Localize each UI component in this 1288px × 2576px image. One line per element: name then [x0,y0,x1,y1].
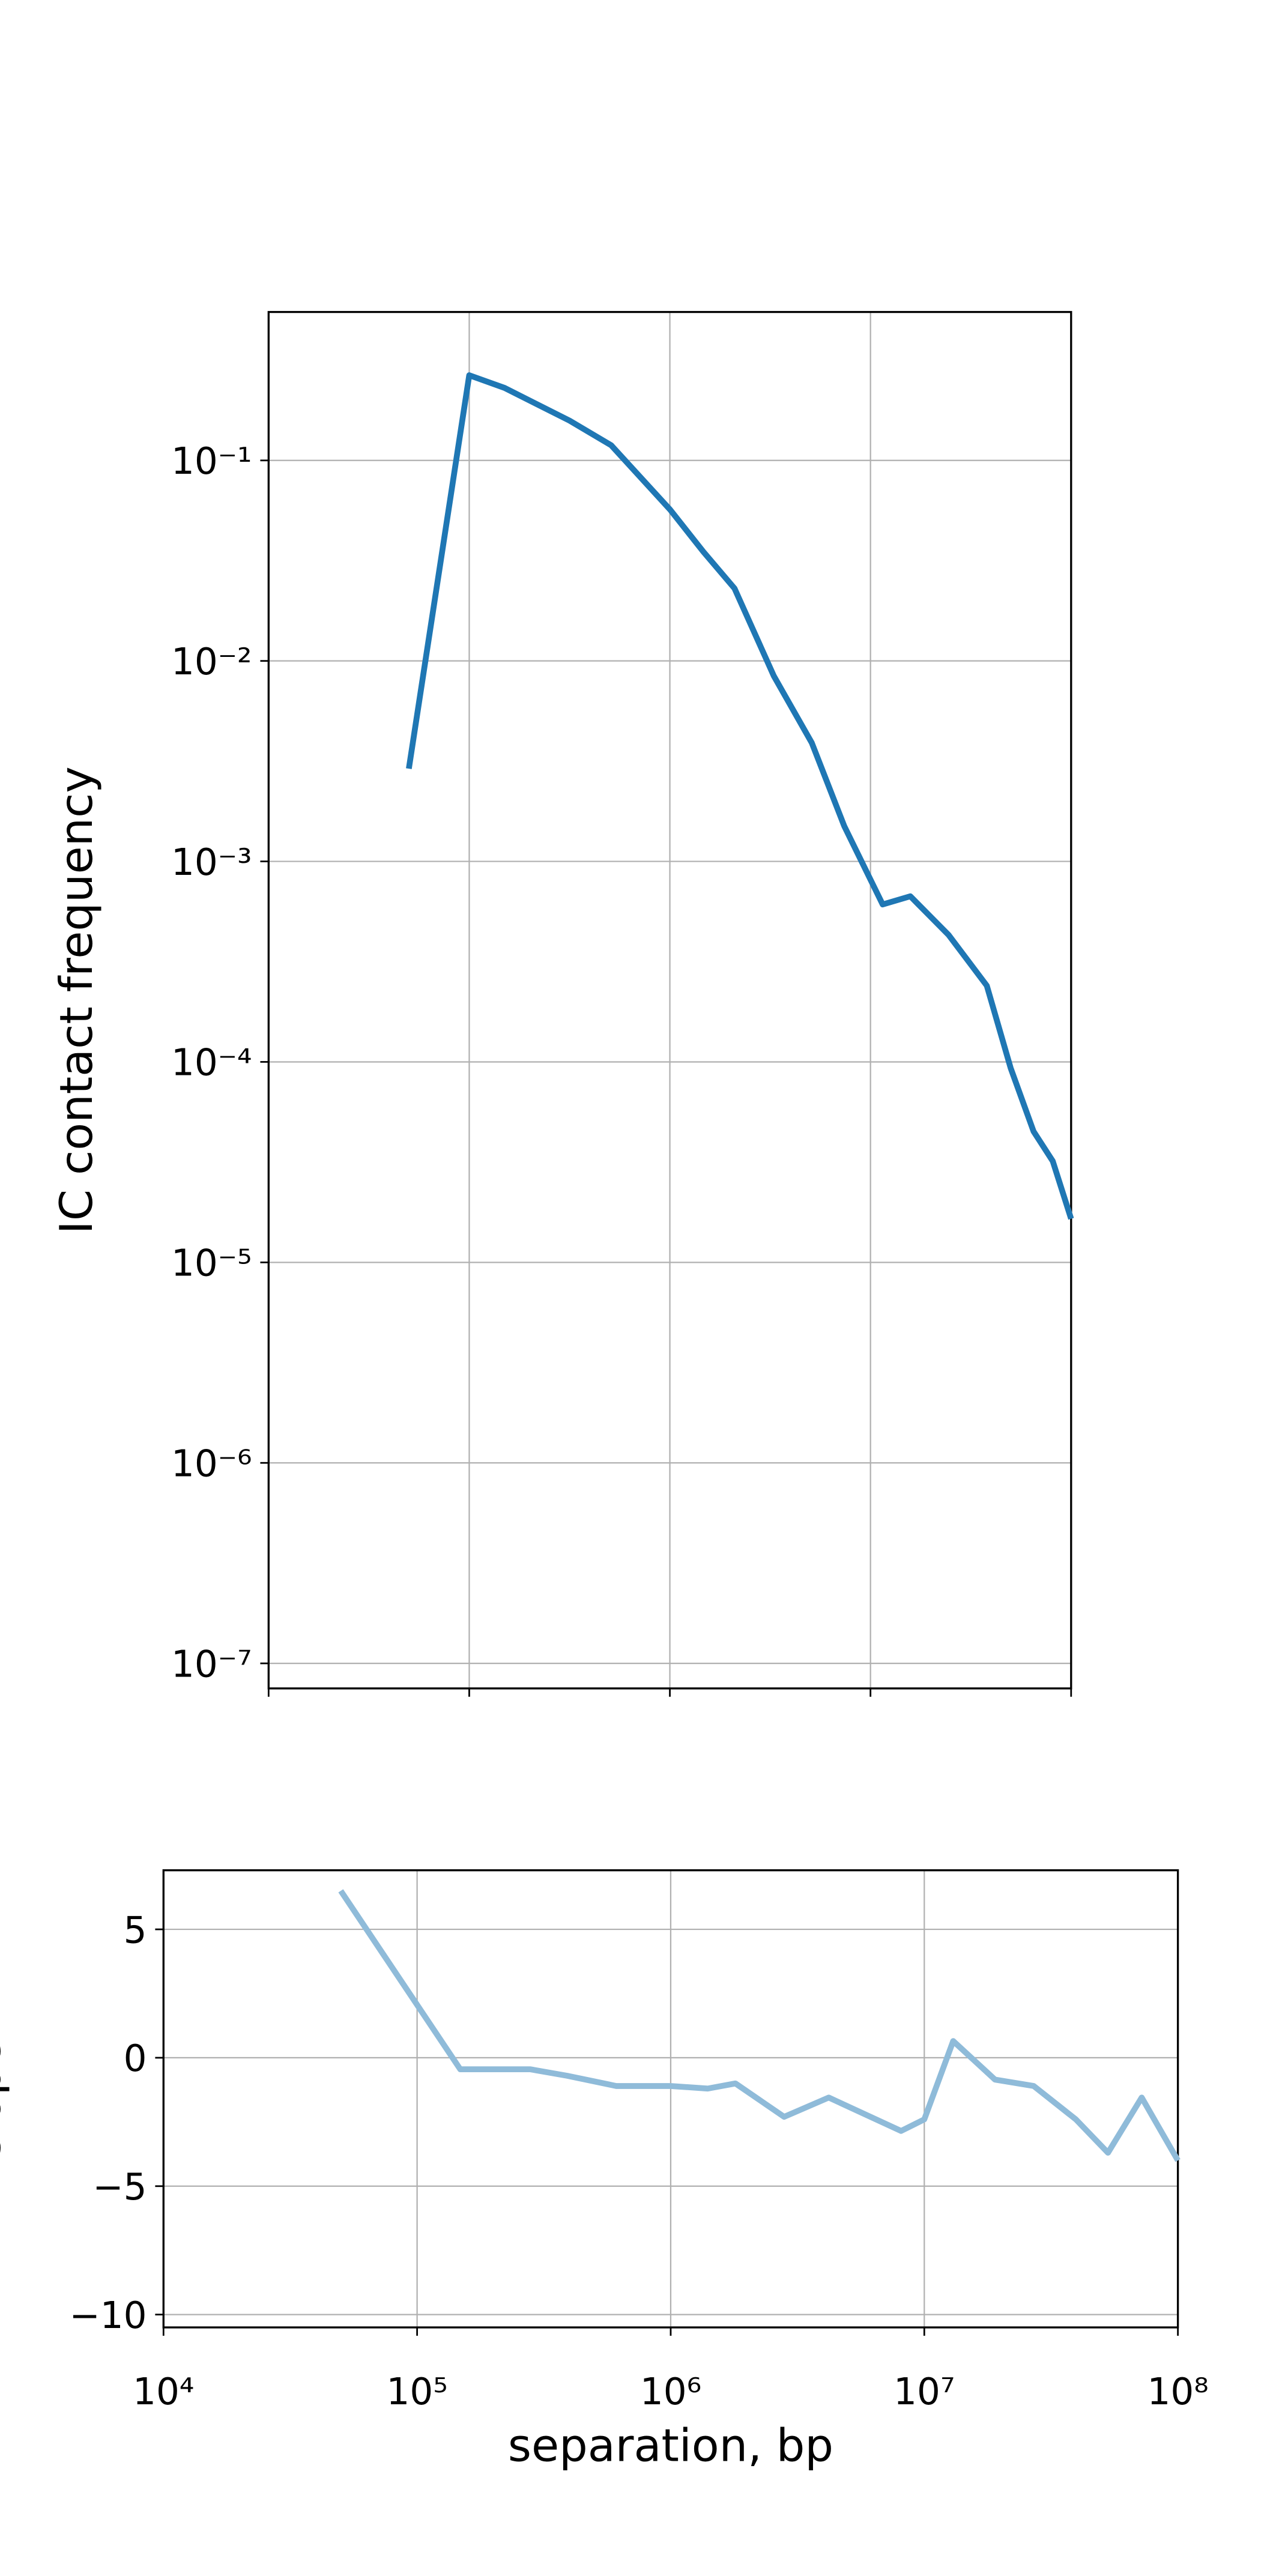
plot-frame [267,310,1072,1690]
y-tick-label: −5 [92,2166,147,2209]
data-line [406,372,1074,1220]
y-tick-label: 10⁻² [171,641,252,683]
y-axis-label: IC contact frequency [50,766,103,1234]
y-tick-label: 10⁻⁴ [171,1042,252,1084]
y-tick-label: 5 [124,1909,147,1952]
y-tick-label: 10⁻⁵ [171,1242,252,1285]
y-tick-label: 10⁻³ [171,841,252,884]
x-tick-label: 10⁴ [133,2371,194,2413]
x-tick-label: 10⁵ [386,2371,447,2413]
x-tick-label: 10⁸ [1147,2371,1208,2413]
plot-frame [162,1869,1179,2329]
x-axis-label: separation, bp [508,2419,833,2472]
y-axis-label: slope [0,2039,11,2159]
y-tick-label: 10⁻¹ [171,440,252,483]
y-tick-label: −10 [70,2294,147,2337]
x-tick-label: 10⁶ [640,2371,701,2413]
data-line [338,1889,1181,2162]
y-tick-label: 10⁻⁷ [171,1643,252,1686]
y-tick-label: 10⁻⁶ [171,1442,252,1485]
x-tick-label: 10⁷ [893,2371,955,2413]
y-tick-label: 0 [124,2037,147,2080]
